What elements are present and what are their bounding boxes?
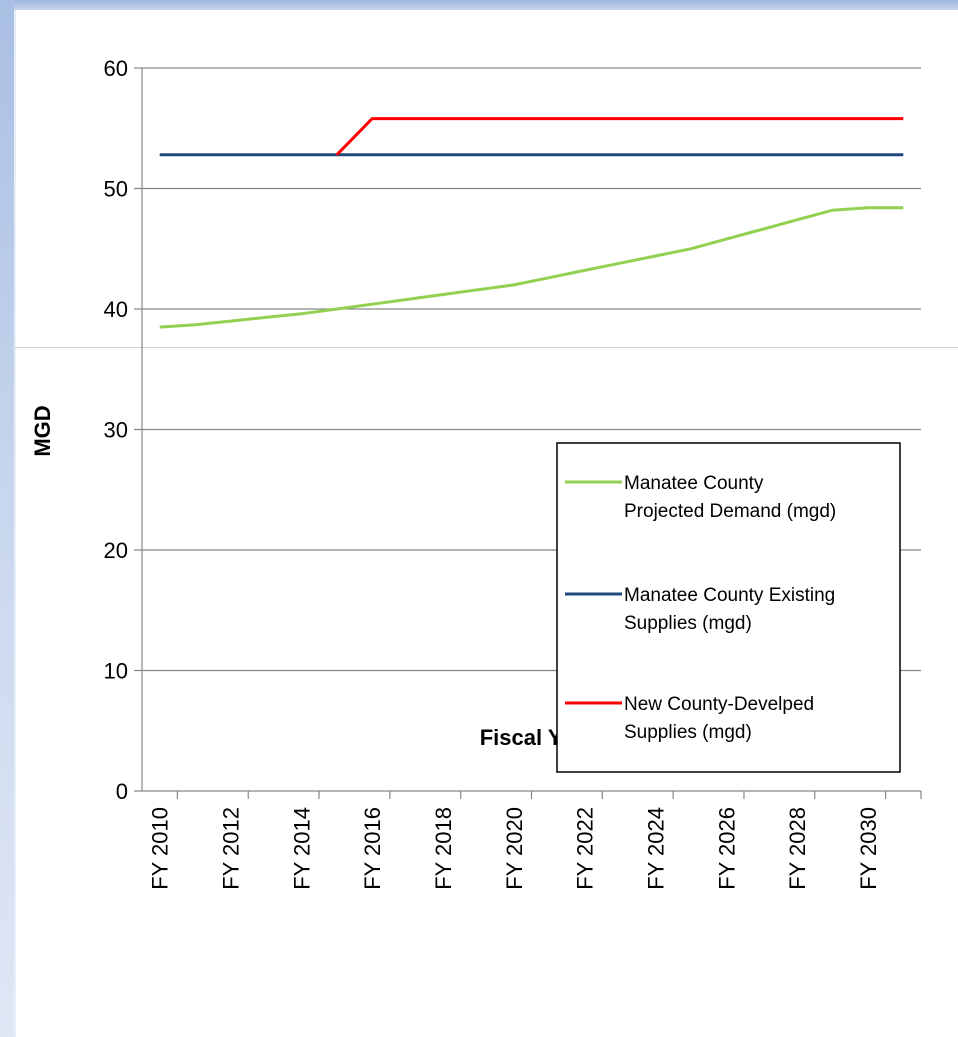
y-tick-label: 60 — [104, 56, 128, 81]
x-tick-label: FY 2012 — [219, 807, 244, 890]
legend-label-0: Projected Demand (mgd) — [624, 501, 836, 522]
y-tick-label: 50 — [104, 177, 128, 202]
y-axis-title: MGD — [30, 405, 55, 456]
y-tick-label: 40 — [104, 297, 128, 322]
legend-label-1: Supplies (mgd) — [624, 613, 752, 634]
x-tick-labels: FY 2010 FY 2012 FY 2014 FY 2016 FY 2018 FY 20… — [148, 807, 881, 890]
x-tick-label: FY 2026 — [714, 807, 739, 890]
x-tick-label: FY 2024 — [643, 807, 668, 890]
series-line-2 — [335, 117, 904, 156]
x-tick-label: FY 2022 — [573, 807, 598, 890]
legend-label-1: Manatee County Existing — [624, 585, 835, 606]
x-tick-label: FY 2014 — [289, 807, 314, 890]
x-tick-label: FY 2016 — [360, 807, 385, 890]
x-tick-label: FY 2018 — [431, 807, 456, 890]
y-tick-label: 30 — [104, 418, 128, 443]
y-tick-label: 0 — [116, 779, 128, 804]
legend-label-2: Supplies (mgd) — [624, 722, 752, 743]
slide-left-band — [0, 0, 14, 1037]
x-tick-label: FY 2020 — [502, 807, 527, 890]
slide-top-band — [0, 0, 958, 10]
slide-divider-line — [0, 347, 958, 348]
legend-label-2: New County-Develped — [624, 694, 814, 715]
y-tick-label: 20 — [104, 538, 128, 563]
x-tick-label: FY 2010 — [148, 807, 173, 890]
legend-label-0: Manatee County — [624, 473, 764, 494]
legend-box — [556, 442, 901, 773]
x-tick-label: FY 2030 — [856, 807, 881, 890]
series-lines — [159, 117, 904, 329]
y-tick-labels: 0 10 20 30 40 50 60 — [104, 56, 128, 804]
series-line-0 — [159, 206, 904, 329]
x-tick-label: FY 2028 — [785, 807, 810, 890]
y-tick-label: 10 — [104, 659, 128, 684]
axes — [134, 67, 922, 799]
legend: Manatee County Projected Demand (mgd) Mana… — [556, 442, 901, 773]
